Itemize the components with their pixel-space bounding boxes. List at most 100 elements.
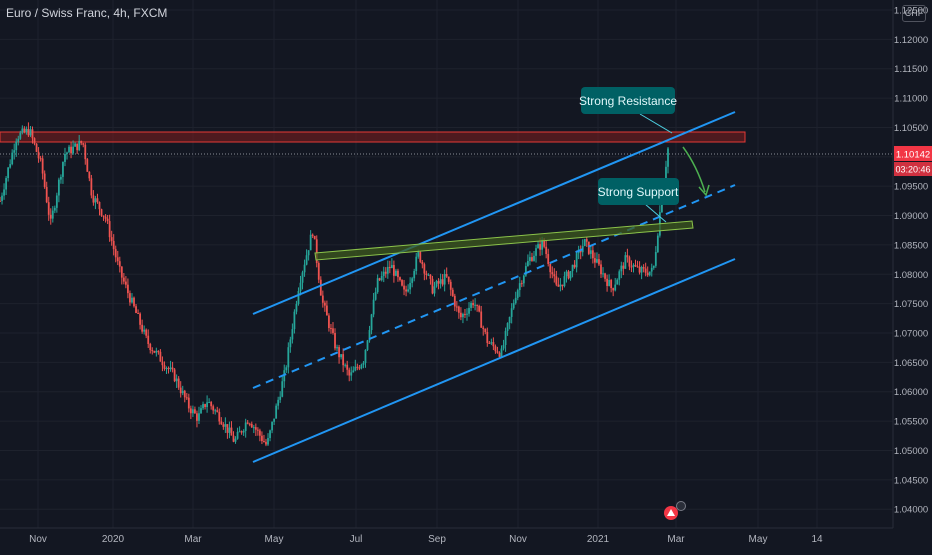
candle-body <box>25 128 28 133</box>
candle-body <box>500 348 503 357</box>
candle-body <box>291 329 294 340</box>
candle-body <box>616 279 619 285</box>
candle-body <box>55 195 58 208</box>
candle-body <box>194 409 196 414</box>
candle-body <box>506 323 509 331</box>
candle-body <box>66 152 68 154</box>
candle-body <box>488 342 491 344</box>
candle-body <box>447 276 450 282</box>
candle-body <box>539 244 541 250</box>
candle-body <box>127 284 129 294</box>
candle-body <box>185 397 188 399</box>
candle-body <box>423 264 426 274</box>
price-tick-label: 1.09000 <box>894 211 928 222</box>
candle-body <box>151 350 154 352</box>
candle-body <box>594 258 596 263</box>
candle-body <box>415 256 418 271</box>
current-price-value: 1.10142 <box>896 150 930 161</box>
candle-body <box>157 350 160 352</box>
candle-body <box>330 328 332 330</box>
candle-body <box>429 274 432 279</box>
candle-body <box>84 144 87 160</box>
candle-body <box>624 255 627 269</box>
time-tick-label: May <box>265 534 284 545</box>
candle-body <box>445 274 448 277</box>
candle-body <box>45 186 48 203</box>
currency-badge[interactable]: CHF <box>902 5 926 22</box>
candle-body <box>27 128 30 136</box>
candle-body <box>234 438 237 442</box>
events-flag[interactable] <box>664 501 686 521</box>
candle-body <box>183 390 186 398</box>
candle-body <box>124 281 127 285</box>
channel-upper-line[interactable] <box>252 111 736 315</box>
candle-body <box>490 342 493 344</box>
candle-body <box>589 250 592 254</box>
candle-body <box>9 164 12 168</box>
candle-body <box>648 271 651 276</box>
candle-body <box>364 349 367 363</box>
candle-body <box>214 410 217 412</box>
candle-body <box>585 239 588 242</box>
candle-body <box>173 369 176 382</box>
candle-body <box>449 281 452 290</box>
candle-body <box>301 272 304 283</box>
candle-body <box>604 273 606 279</box>
down-arrow <box>682 146 706 193</box>
candle-body <box>344 364 347 366</box>
candle-body <box>459 312 462 318</box>
candle-body <box>587 241 590 254</box>
candle-body <box>354 366 357 371</box>
candle-body <box>110 237 113 241</box>
price-axis[interactable]: 1.125001.120001.115001.110001.105001.100… <box>892 0 928 528</box>
candle-body <box>269 430 271 439</box>
candle-body <box>640 267 643 273</box>
candle-body <box>486 331 489 343</box>
candle-body <box>569 271 572 279</box>
candle-body <box>88 171 91 179</box>
candle-body <box>496 351 499 353</box>
candle-body <box>350 372 353 376</box>
candle-body <box>382 271 385 276</box>
candle-body <box>258 430 261 436</box>
candle-body <box>141 324 144 332</box>
candle-body <box>145 329 148 336</box>
candle-body <box>311 234 314 236</box>
candle-body <box>665 166 667 182</box>
candle-body <box>303 264 306 273</box>
candle-body <box>29 129 32 136</box>
candle-body <box>358 367 361 369</box>
channel-lower-line[interactable] <box>252 258 736 463</box>
resistance-callout[interactable] <box>581 87 675 114</box>
support-callout-pointer <box>644 203 667 223</box>
candle-body <box>492 342 495 347</box>
candle-body <box>226 424 229 433</box>
channel-middle-line[interactable] <box>252 184 736 389</box>
resistance-zone[interactable] <box>0 131 746 143</box>
candle-body <box>246 422 249 424</box>
candle-body <box>133 297 135 307</box>
candle-body <box>51 210 54 219</box>
price-tick-label: 1.05500 <box>894 417 928 428</box>
candle-body <box>208 402 211 404</box>
candle-body <box>293 311 296 330</box>
candle-body <box>135 306 137 313</box>
candle-body <box>116 257 119 262</box>
candle-body <box>340 354 343 358</box>
candle-body <box>72 146 74 154</box>
candles <box>0 122 669 447</box>
candle-body <box>212 406 215 411</box>
candle-body <box>33 138 36 144</box>
time-axis[interactable]: Nov 2020 Mar May Jul Sep Nov 2021 Mar May 14 <box>0 527 893 545</box>
candle-body <box>238 431 241 433</box>
support-callout[interactable] <box>598 178 679 205</box>
candle-body <box>104 216 107 219</box>
time-tick-label: May <box>749 534 768 545</box>
countdown-value: 03:20:46 <box>895 165 930 175</box>
support-zone[interactable] <box>314 220 694 261</box>
chart-title: Euro / Swiss Franc, 4h, FXCM <box>6 6 168 20</box>
price-tick-label: 1.10500 <box>894 123 928 134</box>
candle-body <box>457 306 460 313</box>
